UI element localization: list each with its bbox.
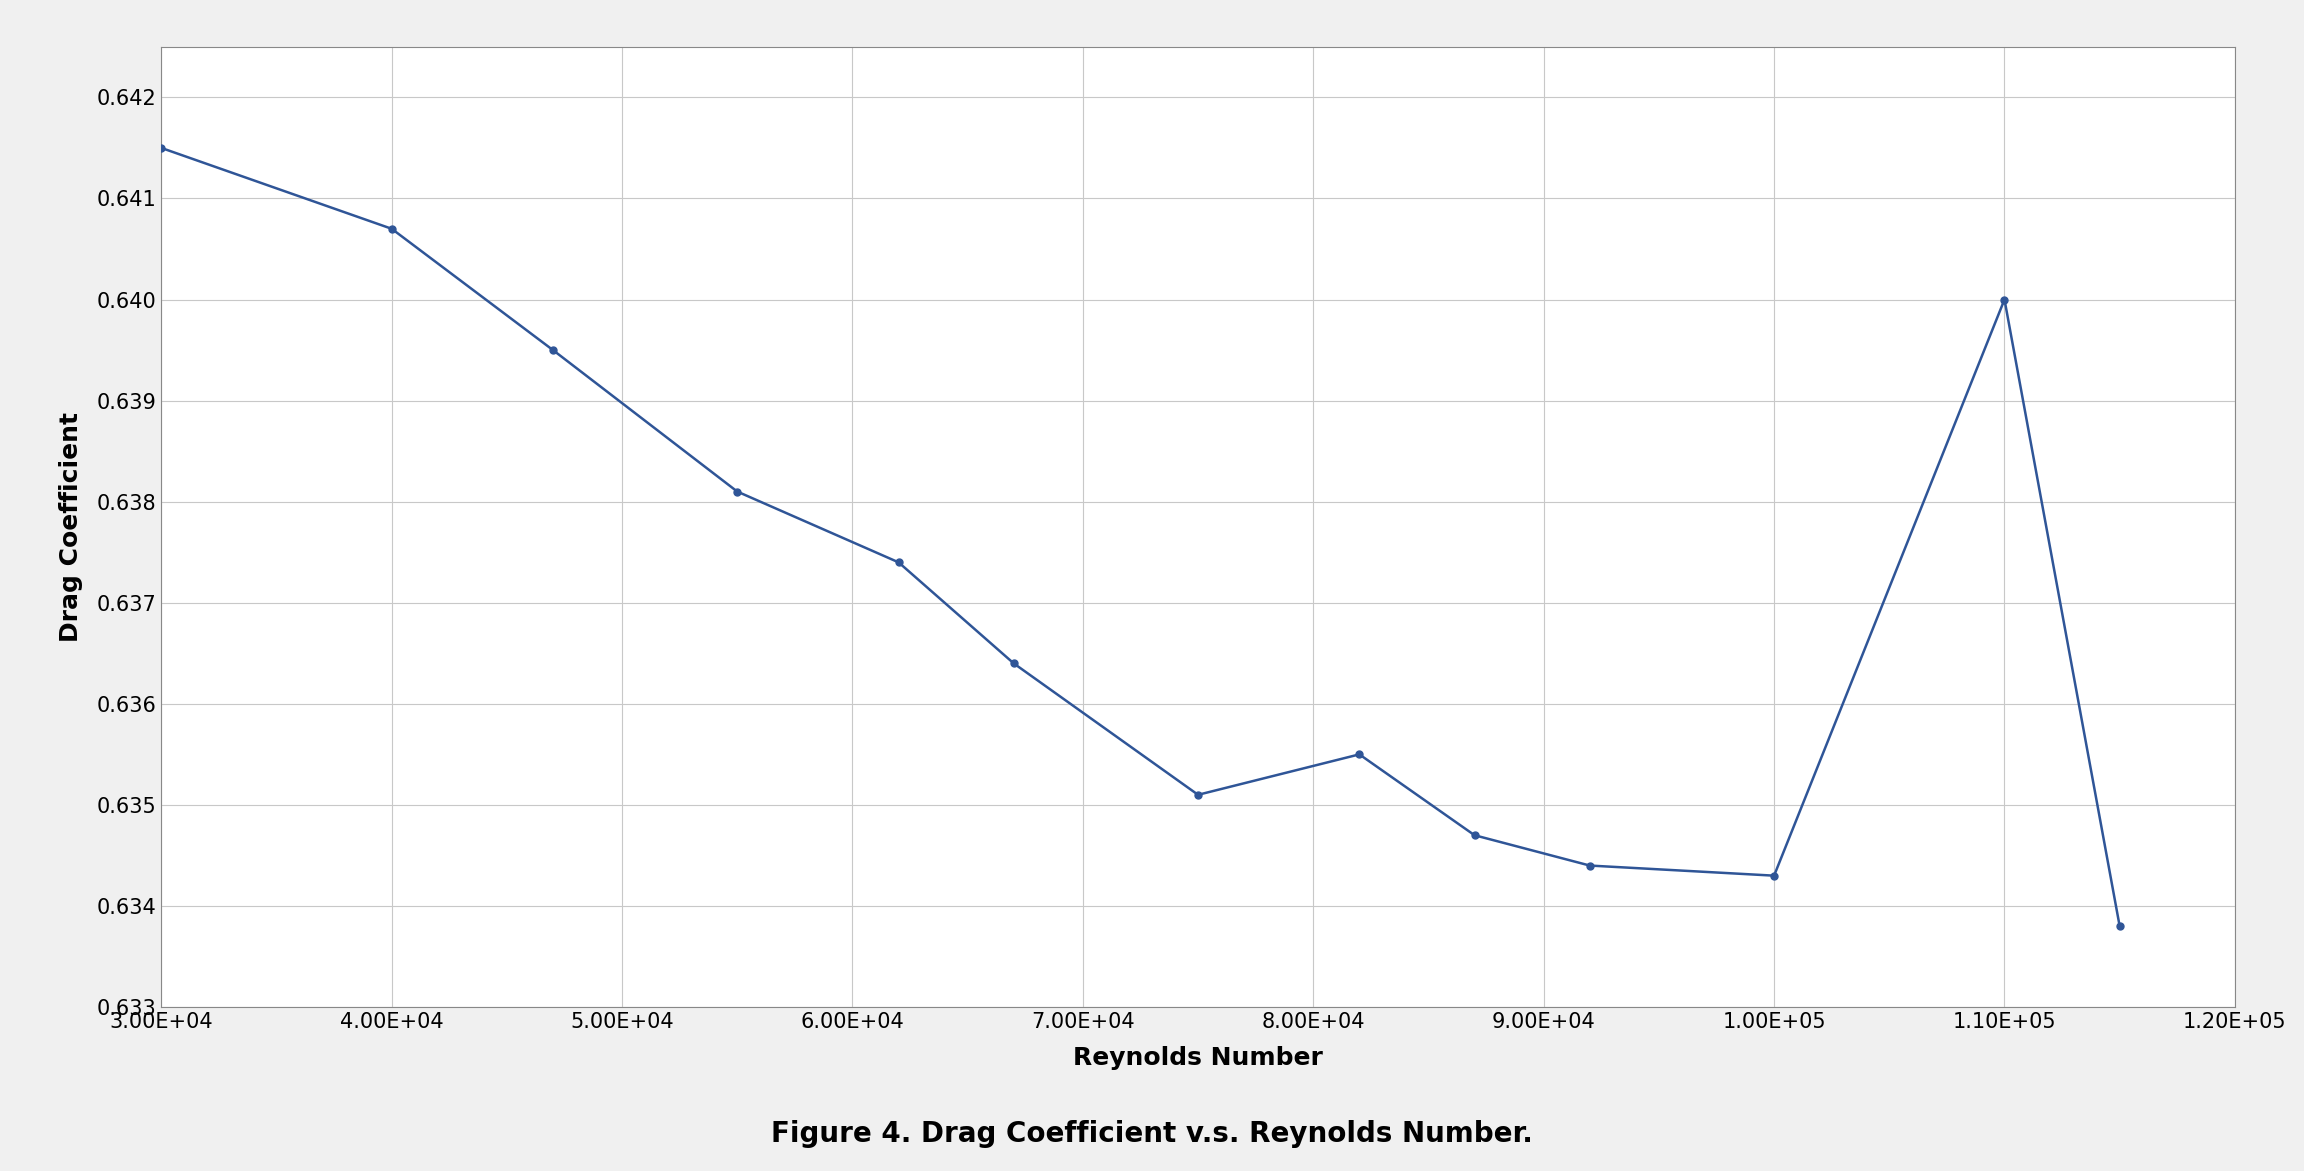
Y-axis label: Drag Coefficient: Drag Coefficient <box>58 412 83 642</box>
Text: Figure 4. Drag Coefficient v.s. Reynolds Number.: Figure 4. Drag Coefficient v.s. Reynolds… <box>772 1119 1532 1148</box>
X-axis label: Reynolds Number: Reynolds Number <box>1074 1046 1322 1070</box>
